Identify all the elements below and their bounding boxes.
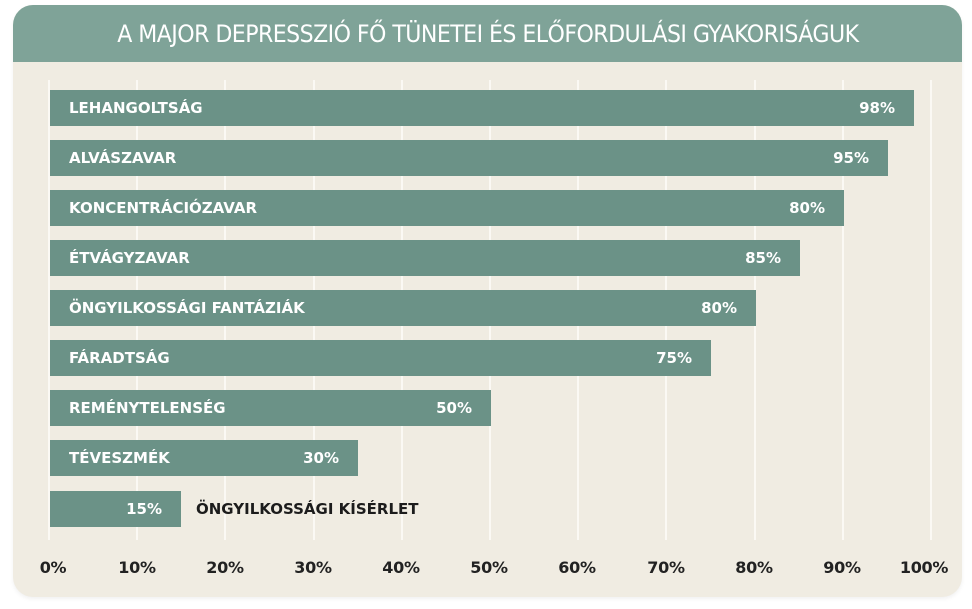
bar-label: ALVÁSZAVAR [69,149,177,167]
bar-value: 15% [126,500,162,518]
bar-ongyilkossagi-kiserlet: 15% [50,491,181,527]
chart-header: A MAJOR DEPRESSZIÓ FŐ TÜNETEI ÉS ELŐFORD… [13,5,962,62]
bar-value: 50% [436,399,472,417]
bar-value: 75% [656,349,692,367]
x-tick: 80% [735,558,773,577]
bar-value: 80% [789,199,825,217]
bar-value: 95% [833,149,869,167]
bar-label: REMÉNYTELENSÉG [69,399,226,417]
bar-label-outside: ÖNGYILKOSSÁGI KÍSÉRLET [196,500,419,518]
bar-value: 85% [745,249,781,267]
gridline-90 [842,80,844,540]
bar-value: 98% [859,99,895,117]
bar-label: KONCENTRÁCIÓZAVAR [69,199,258,217]
bar-value: 80% [701,299,737,317]
x-tick: 60% [558,558,596,577]
x-tick: 30% [294,558,332,577]
chart-title: A MAJOR DEPRESSZIÓ FŐ TÜNETEI ÉS ELŐFORD… [116,19,859,48]
x-tick: 0% [39,558,67,577]
bar-lehangoltsag: LEHANGOLTSÁG 98% [50,90,914,126]
x-tick: 70% [647,558,685,577]
gridline-100 [930,80,932,540]
bar-ongyilkossagi-fantaziak: ÖNGYILKOSSÁGI FANTÁZIÁK 80% [50,290,756,326]
bar-koncentraciozavar: KONCENTRÁCIÓZAVAR 80% [50,190,844,226]
x-tick: 10% [118,558,156,577]
bar-etvagyzavar: ÉTVÁGYZAVAR 85% [50,240,800,276]
bar-value: 30% [303,449,339,467]
x-tick: 50% [470,558,508,577]
x-tick: 100% [899,558,949,577]
bar-faradtsag: FÁRADTSÁG 75% [50,340,711,376]
bar-teveszmek: TÉVESZMÉK 30% [50,440,358,476]
x-tick: 40% [382,558,420,577]
bar-remenytelenseg: REMÉNYTELENSÉG 50% [50,390,491,426]
bar-label: LEHANGOLTSÁG [69,99,203,117]
bar-label: FÁRADTSÁG [69,349,170,367]
bar-label: TÉVESZMÉK [69,449,170,467]
bar-label: ÖNGYILKOSSÁGI FANTÁZIÁK [69,299,305,317]
bar-label: ÉTVÁGYZAVAR [69,249,190,267]
gridline-0 [48,80,50,540]
x-tick: 20% [206,558,244,577]
x-tick: 90% [823,558,861,577]
bar-alvaszavar: ALVÁSZAVAR 95% [50,140,888,176]
